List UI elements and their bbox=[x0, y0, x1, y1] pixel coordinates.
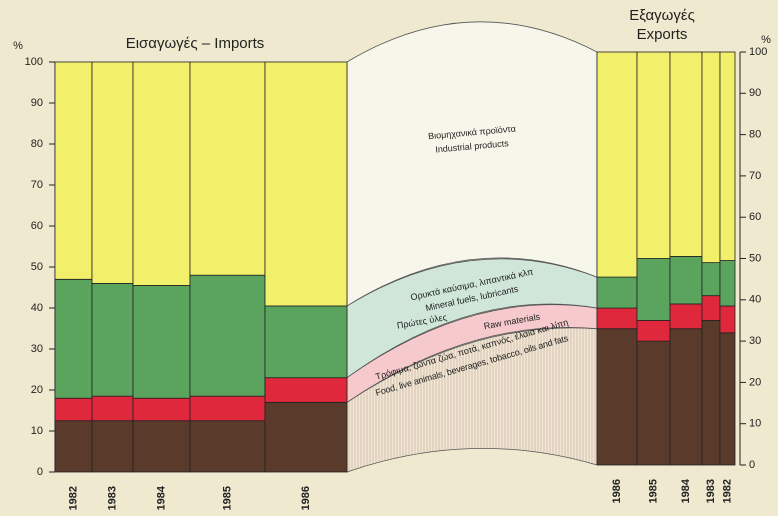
x-tick-label: 1986 bbox=[611, 479, 623, 503]
y-tick-label: 30 bbox=[31, 343, 43, 355]
y-tick-label: 10 bbox=[31, 425, 43, 437]
bar-segment bbox=[92, 62, 133, 283]
y-tick-label: 30 bbox=[749, 335, 761, 347]
y-tick-label: 100 bbox=[25, 56, 43, 68]
bar-segment bbox=[133, 421, 190, 472]
y-tick-label: 100 bbox=[749, 46, 767, 58]
y-tick-label: 0 bbox=[749, 459, 755, 471]
bar-segment bbox=[92, 421, 133, 472]
y-tick-label: 50 bbox=[749, 252, 761, 264]
x-tick-label: 1982 bbox=[67, 486, 79, 510]
exports-subtitle: Exports bbox=[637, 26, 688, 43]
bar-segment bbox=[190, 275, 265, 396]
x-tick-label: 1984 bbox=[680, 478, 692, 503]
x-tick-label: 1985 bbox=[647, 479, 659, 503]
bar-segment bbox=[720, 52, 735, 261]
y-tick-label: 20 bbox=[749, 376, 761, 388]
y-tick-label: 10 bbox=[749, 418, 761, 430]
imports-title: Εισαγωγές – Imports bbox=[126, 35, 265, 52]
exports-title: Εξαγωγές bbox=[629, 7, 695, 24]
bar-segment bbox=[55, 421, 92, 472]
bar-segment bbox=[190, 421, 265, 472]
bar-segment bbox=[670, 52, 702, 256]
bar-segment bbox=[670, 329, 702, 465]
y-tick-label: 90 bbox=[749, 87, 761, 99]
bar-segment bbox=[637, 341, 670, 465]
bar-segment bbox=[637, 320, 670, 341]
bar-segment bbox=[670, 256, 702, 303]
bar-segment bbox=[265, 306, 347, 378]
y-tick-label: 20 bbox=[31, 384, 43, 396]
bar-segment bbox=[702, 296, 720, 321]
y-tick-label: 60 bbox=[31, 220, 43, 232]
y-tick-label: 70 bbox=[749, 170, 761, 182]
bar-segment bbox=[720, 333, 735, 465]
y-tick-label: 60 bbox=[749, 211, 761, 223]
x-tick-label: 1985 bbox=[221, 486, 233, 510]
bar-segment bbox=[670, 304, 702, 329]
bar-segment bbox=[190, 62, 265, 275]
bar-segment bbox=[597, 52, 637, 277]
bar-segment bbox=[702, 320, 720, 465]
y-tick-label: 50 bbox=[31, 261, 43, 273]
bar-segment bbox=[133, 62, 190, 285]
y-tick-label: 40 bbox=[31, 302, 43, 314]
connector-bands bbox=[347, 22, 597, 472]
bar-segment bbox=[92, 396, 133, 421]
y-axis-label: % bbox=[13, 40, 23, 52]
bar-segment bbox=[597, 308, 637, 329]
y2-axis-label: % bbox=[761, 34, 771, 46]
chart: Εισαγωγές – Imports Εξαγωγές Exports % %… bbox=[0, 0, 778, 516]
bar-segment bbox=[637, 259, 670, 321]
y-tick-label: 80 bbox=[749, 129, 761, 141]
x-tick-label: 1986 bbox=[300, 486, 312, 510]
bar-segment bbox=[55, 398, 92, 421]
x-tick-label: 1983 bbox=[705, 479, 717, 503]
bar-segment bbox=[265, 62, 347, 306]
bar-segment bbox=[720, 306, 735, 333]
bar-segment bbox=[637, 52, 670, 259]
x-tick-label: 1983 bbox=[106, 486, 118, 510]
x-tick-label: 1982 bbox=[721, 479, 733, 503]
bar-segment bbox=[702, 52, 720, 263]
bar-segment bbox=[597, 329, 637, 465]
y-tick-label: 40 bbox=[749, 294, 761, 306]
bar-segment bbox=[55, 279, 92, 398]
bar-segment bbox=[265, 378, 347, 403]
bar-segment bbox=[55, 62, 92, 279]
y-tick-label: 0 bbox=[37, 466, 43, 478]
bar-segment bbox=[597, 277, 637, 308]
x-tick-label: 1984 bbox=[155, 485, 167, 510]
bar-segment bbox=[720, 261, 735, 306]
y-tick-label: 80 bbox=[31, 138, 43, 150]
bar-segment bbox=[265, 402, 347, 472]
y-tick-label: 70 bbox=[31, 179, 43, 191]
bar-segment bbox=[92, 283, 133, 396]
y-tick-label: 90 bbox=[31, 97, 43, 109]
bar-segment bbox=[190, 396, 265, 421]
bar-segment bbox=[133, 398, 190, 421]
bar-segment bbox=[702, 263, 720, 296]
bar-segment bbox=[133, 285, 190, 398]
